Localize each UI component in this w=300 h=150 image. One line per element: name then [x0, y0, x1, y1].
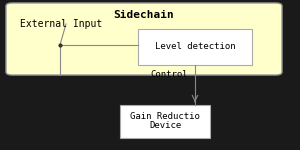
Text: Level detection: Level detection [155, 42, 235, 51]
Bar [120, 105, 210, 138]
Text: Gain Reductio: Gain Reductio [130, 112, 200, 121]
Text: Control: Control [150, 70, 188, 79]
Bar [138, 28, 252, 64]
Text: External Input: External Input [20, 19, 102, 29]
Text: Device: Device [149, 122, 181, 130]
FancyBboxPatch shape [6, 3, 282, 75]
Text: Sidechain: Sidechain [114, 10, 174, 20]
